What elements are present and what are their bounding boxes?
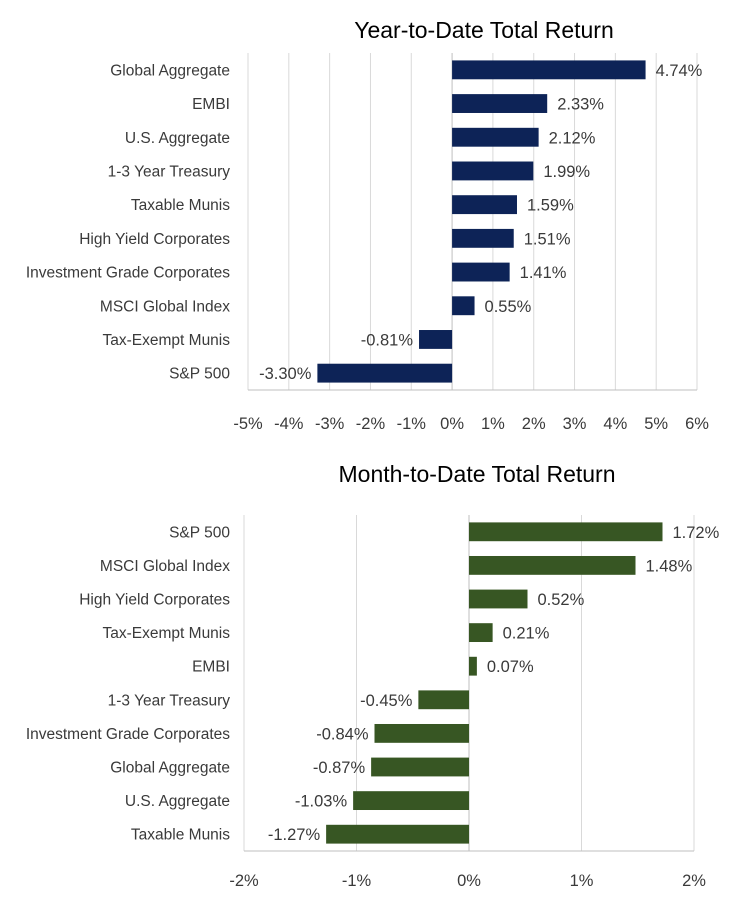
bar bbox=[452, 161, 534, 181]
category-label: S&P 500 bbox=[169, 366, 230, 383]
bar bbox=[469, 656, 477, 676]
bar bbox=[418, 690, 469, 710]
x-tick-label: -2% bbox=[356, 415, 386, 433]
data-label: -1.03% bbox=[295, 793, 348, 811]
category-label: Global Aggregate bbox=[110, 760, 230, 777]
x-tick-label: -3% bbox=[315, 415, 345, 433]
category-label: Investment Grade Corporates bbox=[26, 726, 230, 743]
category-label: Taxable Munis bbox=[131, 197, 230, 214]
ytd-return-chart: Year-to-Date Total Return -5% -4% -3% -2% -1%… bbox=[0, 0, 734, 445]
category-label: EMBI bbox=[192, 96, 230, 113]
category-label: S&P 500 bbox=[169, 524, 230, 541]
category-label: 1-3 Year Treasury bbox=[108, 692, 231, 709]
data-label: -0.87% bbox=[313, 759, 366, 777]
category-label: MSCI Global Index bbox=[100, 298, 230, 315]
category-label: Tax-Exempt Munis bbox=[103, 625, 231, 642]
data-label: 1.51% bbox=[524, 230, 571, 248]
bar bbox=[452, 195, 517, 215]
data-label: 2.12% bbox=[549, 129, 596, 147]
data-label: 0.07% bbox=[487, 658, 534, 676]
data-label: -3.30% bbox=[259, 365, 312, 383]
bar bbox=[371, 757, 469, 777]
category-label: Taxable Munis bbox=[131, 827, 230, 844]
data-label: -0.45% bbox=[360, 692, 413, 710]
mtd-return-chart: Month-to-Date Total Return -2% -1% 0% 1% 2% S&… bbox=[0, 452, 734, 905]
x-tick-label: 2% bbox=[522, 415, 546, 433]
bar bbox=[317, 363, 453, 383]
data-label: 1.72% bbox=[673, 524, 720, 542]
data-label: 1.41% bbox=[520, 264, 567, 282]
x-tick-label: 6% bbox=[685, 415, 709, 433]
x-tick-label: -4% bbox=[274, 415, 304, 433]
data-label: -1.27% bbox=[268, 826, 321, 844]
category-label: High Yield Corporates bbox=[79, 231, 230, 248]
data-label: 2.33% bbox=[557, 96, 604, 114]
x-tick-label: 3% bbox=[563, 415, 587, 433]
x-tick-label: -1% bbox=[397, 415, 427, 433]
bar bbox=[469, 589, 528, 609]
x-tick-label: 0% bbox=[440, 415, 464, 433]
x-tick-label: 1% bbox=[570, 872, 594, 890]
data-label: 1.48% bbox=[646, 557, 693, 575]
data-label: 1.99% bbox=[543, 163, 590, 181]
mtd-chart-svg: Month-to-Date Total Return -2% -1% 0% 1% 2% S&… bbox=[26, 461, 720, 890]
x-tick-label: 2% bbox=[682, 872, 706, 890]
category-label: Investment Grade Corporates bbox=[26, 265, 230, 282]
category-label: U.S. Aggregate bbox=[125, 130, 230, 147]
x-tick-label: -1% bbox=[342, 872, 372, 890]
category-label: Tax-Exempt Munis bbox=[103, 332, 231, 349]
data-label: -0.81% bbox=[361, 331, 414, 349]
category-label: 1-3 Year Treasury bbox=[108, 163, 231, 180]
category-label: MSCI Global Index bbox=[100, 558, 230, 575]
bar bbox=[452, 127, 539, 147]
bar bbox=[452, 60, 646, 80]
x-tick-label: 5% bbox=[644, 415, 668, 433]
data-label: 1.59% bbox=[527, 197, 574, 215]
chart-title: Month-to-Date Total Return bbox=[339, 461, 616, 487]
bar bbox=[326, 824, 469, 844]
bar bbox=[469, 623, 493, 643]
bar bbox=[452, 296, 475, 316]
bar bbox=[469, 522, 663, 542]
x-tick-label: 1% bbox=[481, 415, 505, 433]
x-tick-label: -5% bbox=[233, 415, 263, 433]
bar bbox=[353, 791, 469, 811]
x-tick-label: 0% bbox=[457, 872, 481, 890]
bar bbox=[469, 555, 636, 575]
data-label: 4.74% bbox=[656, 62, 703, 80]
category-label: High Yield Corporates bbox=[79, 592, 230, 609]
ytd-chart-svg: Year-to-Date Total Return -5% -4% -3% -2% -1%… bbox=[26, 17, 709, 433]
bar bbox=[452, 228, 514, 248]
category-label: Global Aggregate bbox=[110, 62, 230, 79]
x-tick-label: 4% bbox=[603, 415, 627, 433]
chart-title: Year-to-Date Total Return bbox=[354, 17, 614, 43]
bar bbox=[419, 330, 453, 349]
category-label: U.S. Aggregate bbox=[125, 793, 230, 810]
bar bbox=[374, 723, 469, 743]
data-label: -0.84% bbox=[316, 725, 369, 743]
bar bbox=[452, 262, 510, 282]
data-label: 0.52% bbox=[538, 591, 585, 609]
data-label: 0.55% bbox=[485, 298, 532, 316]
category-label: EMBI bbox=[192, 659, 230, 676]
x-tick-label: -2% bbox=[229, 872, 259, 890]
data-label: 0.21% bbox=[503, 625, 550, 643]
bar bbox=[452, 94, 548, 113]
